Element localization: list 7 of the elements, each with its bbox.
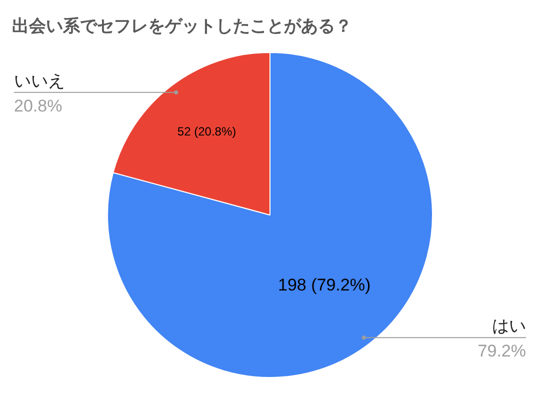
text: 20.8% bbox=[14, 96, 62, 116]
text: 79.2% bbox=[478, 342, 526, 361]
data-label: 198 (79.2%) bbox=[278, 276, 371, 295]
slice-label: いいえ bbox=[14, 71, 65, 90]
chart-title: 出会い系でセフレをゲットしたことがある？ bbox=[12, 16, 352, 36]
slice-label: はい bbox=[492, 316, 526, 336]
data-label: 52 (20.8%) bbox=[177, 124, 236, 139]
